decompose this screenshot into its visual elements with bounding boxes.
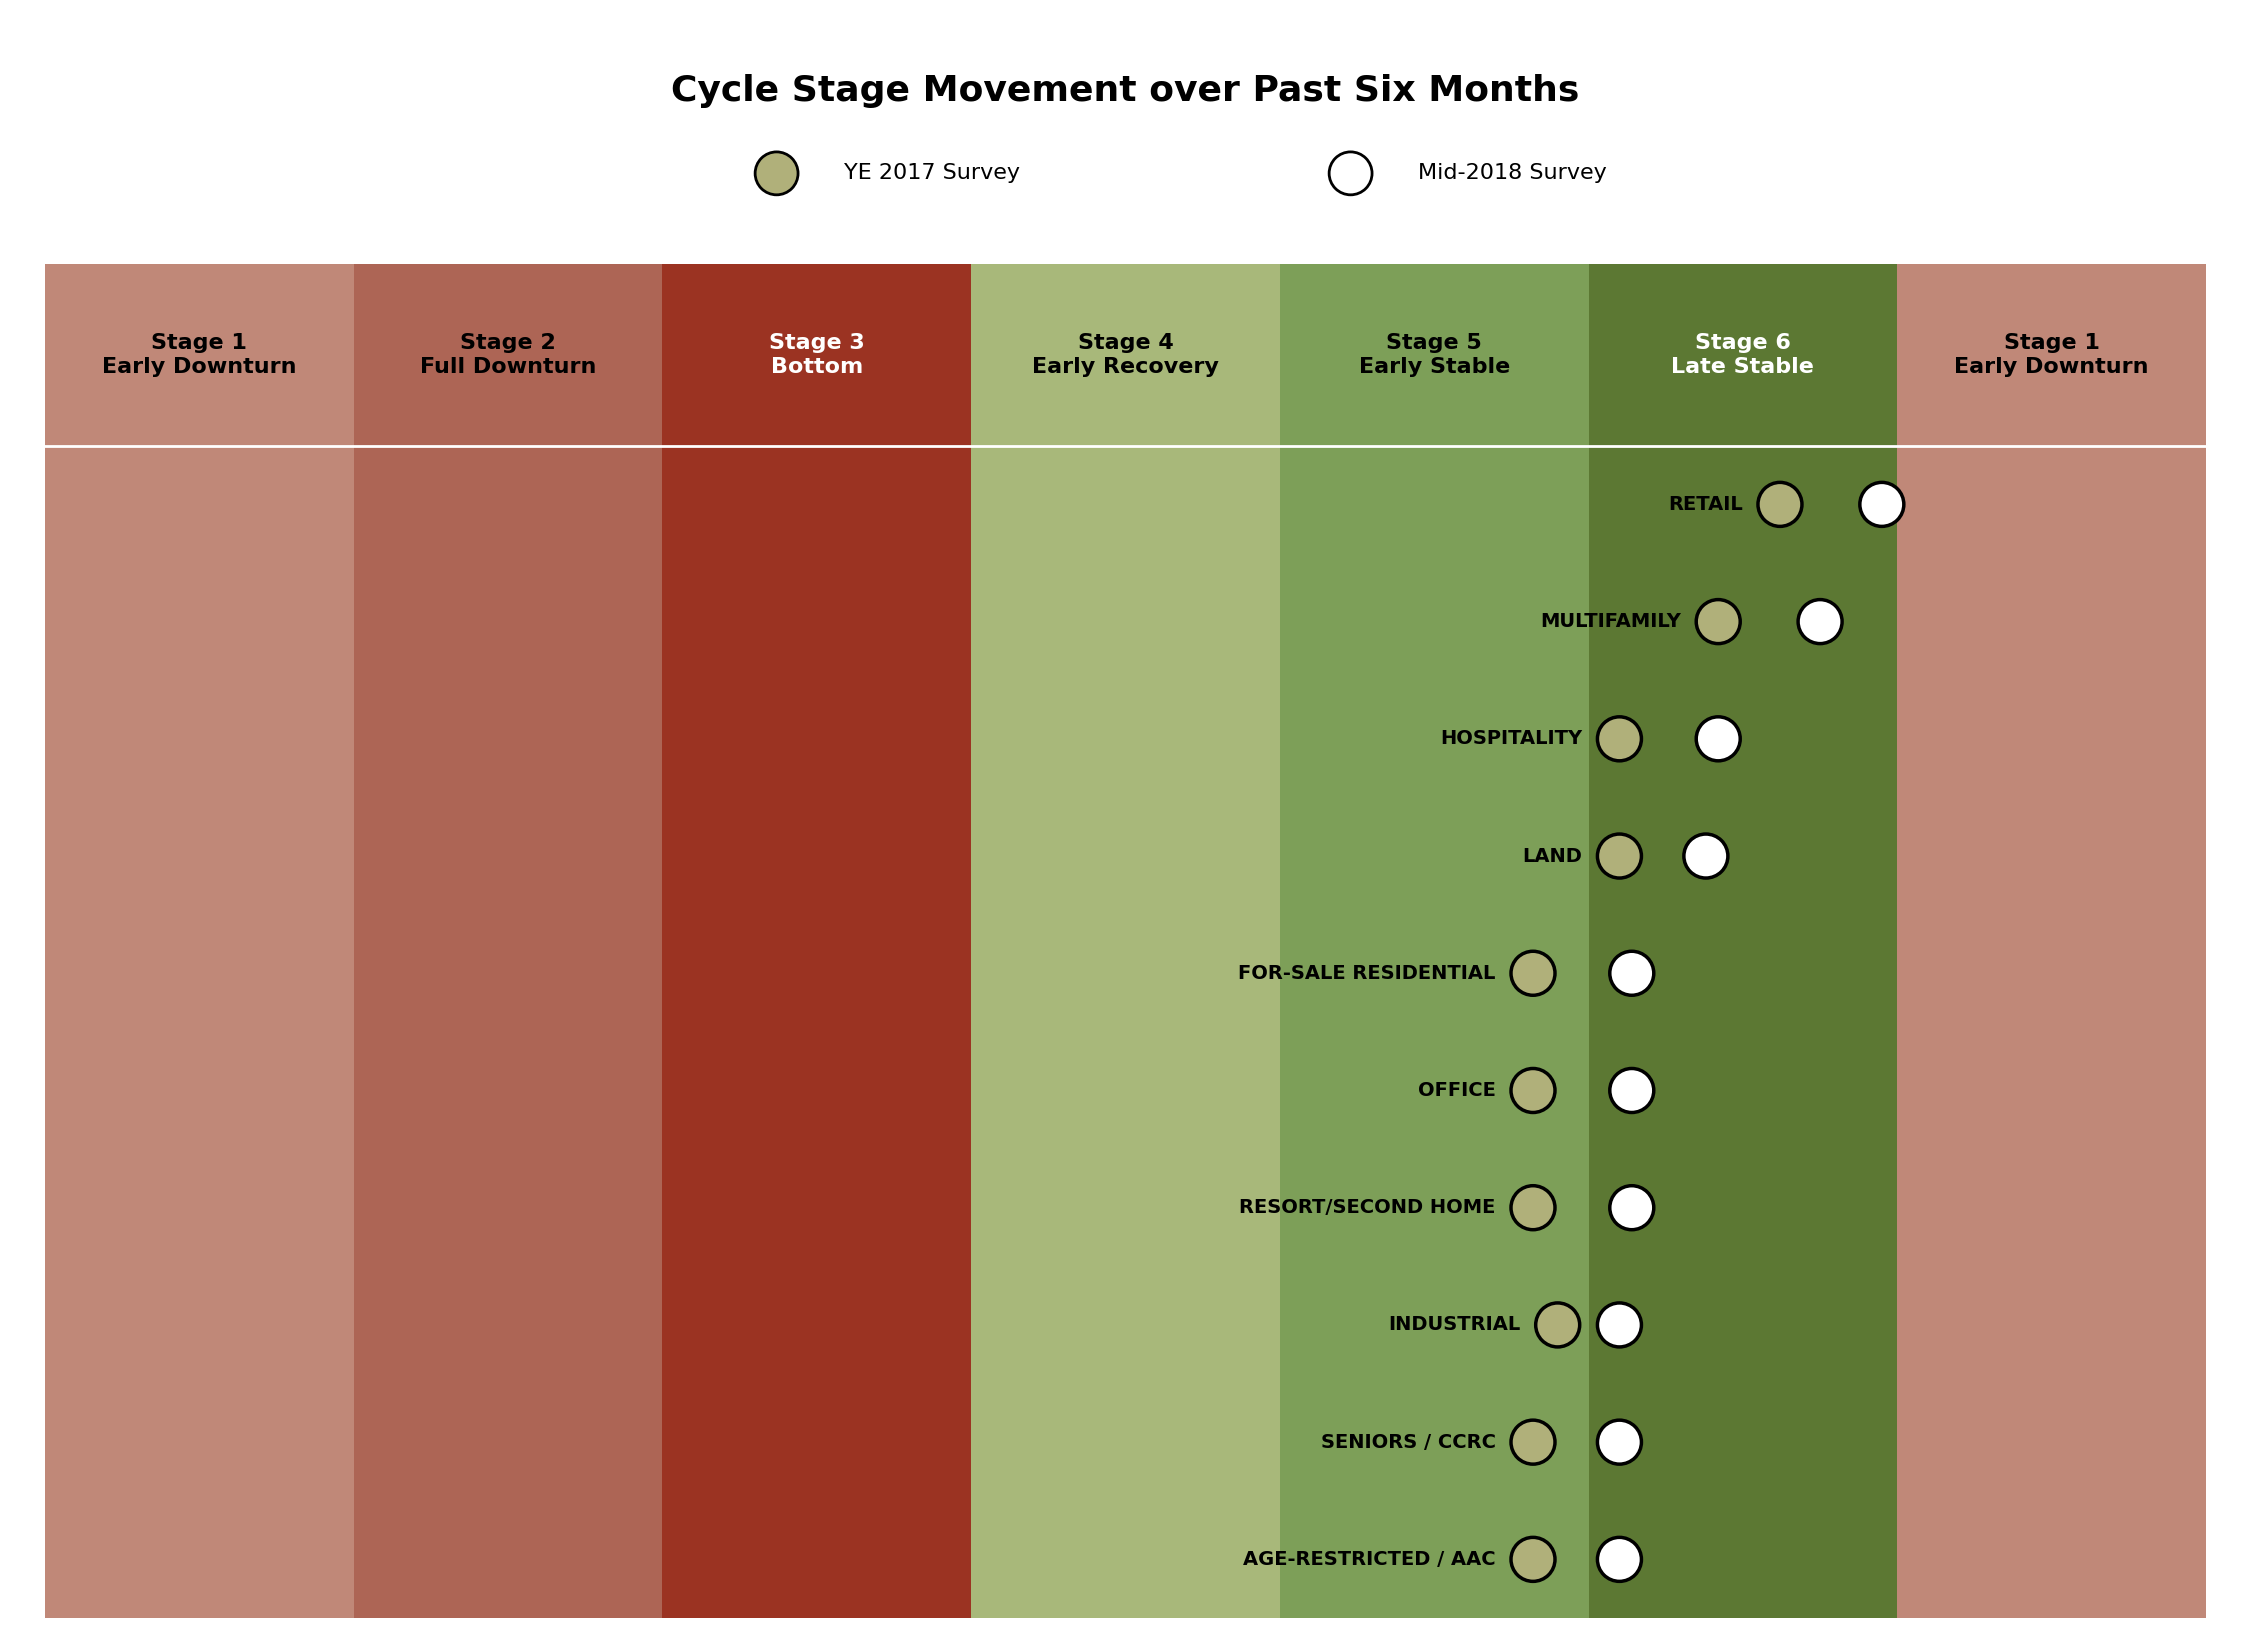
Ellipse shape [1758,482,1803,527]
Text: INDUSTRIAL: INDUSTRIAL [1389,1316,1519,1334]
Ellipse shape [1697,599,1740,644]
Ellipse shape [1328,152,1373,195]
Ellipse shape [1510,1420,1555,1464]
Ellipse shape [1684,834,1729,878]
Ellipse shape [1697,717,1740,761]
Text: YE 2017 Survey: YE 2017 Survey [844,163,1020,183]
Text: Mid-2018 Survey: Mid-2018 Survey [1418,163,1607,183]
Ellipse shape [1510,951,1555,996]
Text: Stage 6
Late Stable: Stage 6 Late Stable [1672,334,1814,376]
Ellipse shape [1510,1537,1555,1582]
Ellipse shape [1799,599,1841,644]
Ellipse shape [1510,1068,1555,1113]
Ellipse shape [1535,1303,1580,1347]
Ellipse shape [754,152,799,195]
Text: OFFICE: OFFICE [1418,1081,1495,1100]
Text: Stage 5
Early Stable: Stage 5 Early Stable [1360,334,1510,376]
Text: Stage 2
Full Downturn: Stage 2 Full Downturn [421,334,597,376]
Text: HOSPITALITY: HOSPITALITY [1441,730,1582,748]
Text: Cycle Stage Movement over Past Six Months: Cycle Stage Movement over Past Six Month… [671,74,1580,109]
Text: Stage 1
Early Downturn: Stage 1 Early Downturn [101,334,297,376]
Text: AGE-RESTRICTED / AAC: AGE-RESTRICTED / AAC [1243,1550,1495,1568]
Ellipse shape [1598,834,1641,878]
Text: LAND: LAND [1522,847,1582,865]
Text: FOR-SALE RESIDENTIAL: FOR-SALE RESIDENTIAL [1238,964,1495,982]
Text: Stage 1
Early Downturn: Stage 1 Early Downturn [1954,334,2150,376]
Text: Stage 3
Bottom: Stage 3 Bottom [770,334,864,376]
Text: Stage 4
Early Recovery: Stage 4 Early Recovery [1031,334,1220,376]
Text: SENIORS / CCRC: SENIORS / CCRC [1321,1433,1495,1451]
Text: MULTIFAMILY: MULTIFAMILY [1540,613,1681,631]
Ellipse shape [1609,951,1654,996]
Ellipse shape [1598,1537,1641,1582]
Text: RETAIL: RETAIL [1668,495,1742,513]
Ellipse shape [1859,482,1904,527]
Ellipse shape [1598,717,1641,761]
Ellipse shape [1598,1303,1641,1347]
Ellipse shape [1609,1185,1654,1230]
Ellipse shape [1598,1420,1641,1464]
Ellipse shape [1609,1068,1654,1113]
Text: RESORT/SECOND HOME: RESORT/SECOND HOME [1240,1199,1495,1217]
Ellipse shape [1510,1185,1555,1230]
